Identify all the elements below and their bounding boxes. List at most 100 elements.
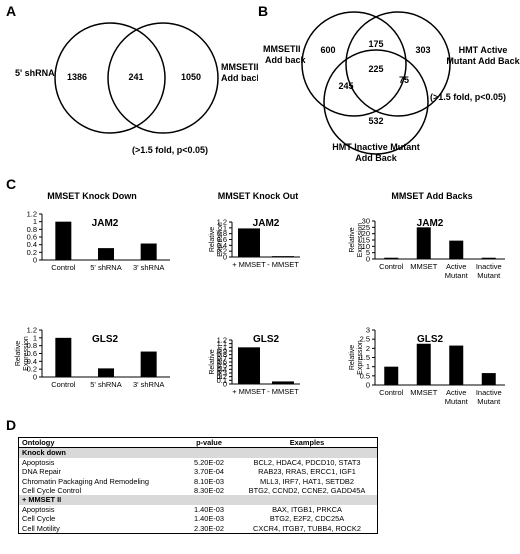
table-row-cell: CXCR4, ITGB7, TUBB4, ROCK2 <box>253 523 361 533</box>
chart-4-category-label: 5' shRNA <box>90 380 121 389</box>
chart-4-y-tick-label: 1.2 <box>27 326 37 335</box>
chart-2-y-tick-label: 0.4 <box>217 241 227 250</box>
chart-3-y-label-line-1: Relative <box>349 227 356 252</box>
venn-a-right-label-2: Add back <box>221 73 258 83</box>
chart-3-y-tick-label: 20 <box>362 229 370 238</box>
chart-3-y-tick-label: 5 <box>366 248 370 257</box>
chart-6-category-label: Mutant <box>445 397 469 406</box>
table-row-cell: Cell Cycle <box>22 514 56 524</box>
table-row-cell: BTG2, E2F2, CDC25A <box>269 514 345 524</box>
venn-b-left-label-2: Add back <box>265 55 307 65</box>
chart-6-y-tick-label: 1.5 <box>360 353 370 362</box>
venn-b-left-bottom-count: 245 <box>338 81 353 91</box>
chart-6-bar <box>384 366 399 385</box>
panel-label-c: C <box>6 176 17 192</box>
chart-1-y-tick-label: 0.6 <box>27 233 37 242</box>
table-row-cell: 2.30E-02 <box>194 523 224 533</box>
chart-5-y-tick-label: 1 <box>223 343 227 352</box>
chart-1-bar <box>140 243 157 260</box>
chart-3-y-tick-label: 25 <box>362 223 370 232</box>
chart-1-category-label: 3' shRNA <box>133 263 164 272</box>
chart-5-y-tick-label: 0 <box>223 380 227 389</box>
chart-1-y-tick-label: 0.8 <box>27 225 37 234</box>
chart-6-bar <box>481 373 496 385</box>
venn-a-left-label: 5' shRNA <box>15 68 55 78</box>
chart-6-bar <box>449 345 464 385</box>
table-row-cell: 1.40E-03 <box>194 514 224 524</box>
panel-c-column-titles: MMSET Knock Down MMSET Knock Out MMSET A… <box>47 191 472 201</box>
chart-6-category-label: Inactive <box>476 388 502 397</box>
table-row-cell: Cell Cycle Control <box>22 486 82 496</box>
venn-b-left-right-count: 175 <box>368 39 383 49</box>
venn-a-right-label-1: MMSETII <box>221 62 258 72</box>
chart-5-bar <box>238 347 260 384</box>
chart-5-y-tick-label: 0.3 <box>217 369 227 378</box>
table-row-cell: 1.40E-03 <box>194 504 224 514</box>
chart-5-y-tick-label: 0.7 <box>217 354 227 363</box>
chart-4-y-tick-label: 0.2 <box>27 365 37 374</box>
chart-4-y-tick-label: 0.8 <box>27 341 37 350</box>
venn-b-left-circle <box>301 11 407 117</box>
chart-3-category-label: MMSET <box>410 262 438 271</box>
table-row-cell: 5.20E-02 <box>194 457 224 467</box>
chart-3-y-tick-label: 0 <box>366 255 370 264</box>
chart-3-category-label: Control <box>379 262 404 271</box>
chart-5-y-label-line-2: Expression <box>217 345 224 380</box>
table-section-row: + MMSET II <box>19 495 377 505</box>
chart-5-y-tick-label: 0.2 <box>217 372 227 381</box>
venn-b-threshold-note: (>1.5 fold, p<0.05) <box>430 92 506 102</box>
table-row-cell: RAB23, RRAS, ERCC1, IGF1 <box>258 467 356 477</box>
chart-4-y-tick-label: 1 <box>33 333 37 342</box>
table-row: DNA Repair 3.70E-04 RAB23, RRAS, ERCC1, IG… <box>19 467 377 476</box>
chart-5-category-label: - MMSET <box>267 387 299 396</box>
chart-6-category-label: Mutant <box>477 397 501 406</box>
chart-3-category-label: Active <box>446 262 466 271</box>
chart-4-category-label: Control <box>51 380 76 389</box>
chart-3-y-tick-label: 30 <box>362 217 370 226</box>
table-row-cell: BAX, ITGB1, PRKCA <box>272 504 342 514</box>
table-row-cell: 3.70E-04 <box>194 467 224 477</box>
chart-1-category-label: Control <box>51 263 76 272</box>
chart-5-y-tick-label: 0.5 <box>217 361 227 370</box>
chart-5-y-label-line-1: Relative <box>209 349 216 374</box>
venn-b-right-label-1: HMT Active <box>459 45 508 55</box>
chart-2-y-tick-label: 0.6 <box>217 235 227 244</box>
chart-6-y-tick-label: 2 <box>366 344 370 353</box>
chart-6-category-label: Active <box>446 388 466 397</box>
chart-3-category-label: Mutant <box>445 271 469 280</box>
chart-1-y-tick-label: 1.2 <box>27 210 37 219</box>
table-section-row-cell <box>181 495 237 505</box>
table-header-row-cell: Examples <box>237 438 377 449</box>
table-row: Apoptosis 1.40E-03 BAX, ITGB1, PRKCA <box>19 505 377 514</box>
table-row-cell: BTG2, CCND2, CCNE2, GADD45A <box>248 486 366 496</box>
col-title-knock-down: MMSET Knock Down <box>47 191 137 201</box>
chart-4-title: GLS2 <box>92 334 119 345</box>
venn-b-left-only-count: 600 <box>320 45 335 55</box>
chart-5-title: GLS2 <box>253 334 280 345</box>
chart-4-y-label-line-2: Expression <box>23 336 30 371</box>
chart-3-bar <box>416 227 431 259</box>
table-row-cell: 8.10E-03 <box>194 476 224 486</box>
table-row: Apoptosis 5.20E-02 BCL2, HDAC4, PDCD10, ST… <box>19 458 377 467</box>
chart-6-y-tick-label: 3 <box>366 326 370 335</box>
table-row: Chromatin Packaging And Remodeling 8.10E-… <box>19 477 377 486</box>
chart-1-y-tick-label: 0.2 <box>27 248 37 257</box>
venn-b-right-only-count: 303 <box>415 45 430 55</box>
table-header-row: Ontology p-value Examples <box>19 438 377 449</box>
chart-6-y-tick-label: 0 <box>366 381 370 390</box>
venn-a-left-circle <box>54 22 166 134</box>
venn-a-right-only-count: 1050 <box>181 72 201 82</box>
chart-1-category-label: 5' shRNA <box>90 263 121 272</box>
table-section-row-cell: + MMSET II <box>19 495 181 505</box>
venn-b-bottom-label-1: HMT Inactive Mutant <box>332 142 420 152</box>
chart-4-category-label: 3' shRNA <box>133 380 164 389</box>
venn-b-bottom-only-count: 532 <box>368 116 383 126</box>
table-row-cell: BCL2, HDAC4, PDCD10, STAT3 <box>253 457 361 467</box>
table-section-row: Knock down <box>19 447 377 458</box>
chart-2-y-label-line-1: Relative <box>209 227 216 252</box>
chart-5-category-label: + MMSET <box>232 387 266 396</box>
table-row: Cell Cycle Control 8.30E-02 BTG2, CCND2, C… <box>19 486 377 495</box>
chart-5-y-tick-label: 0.6 <box>217 358 227 367</box>
chart-1-y-tick-label: 0 <box>33 256 37 265</box>
